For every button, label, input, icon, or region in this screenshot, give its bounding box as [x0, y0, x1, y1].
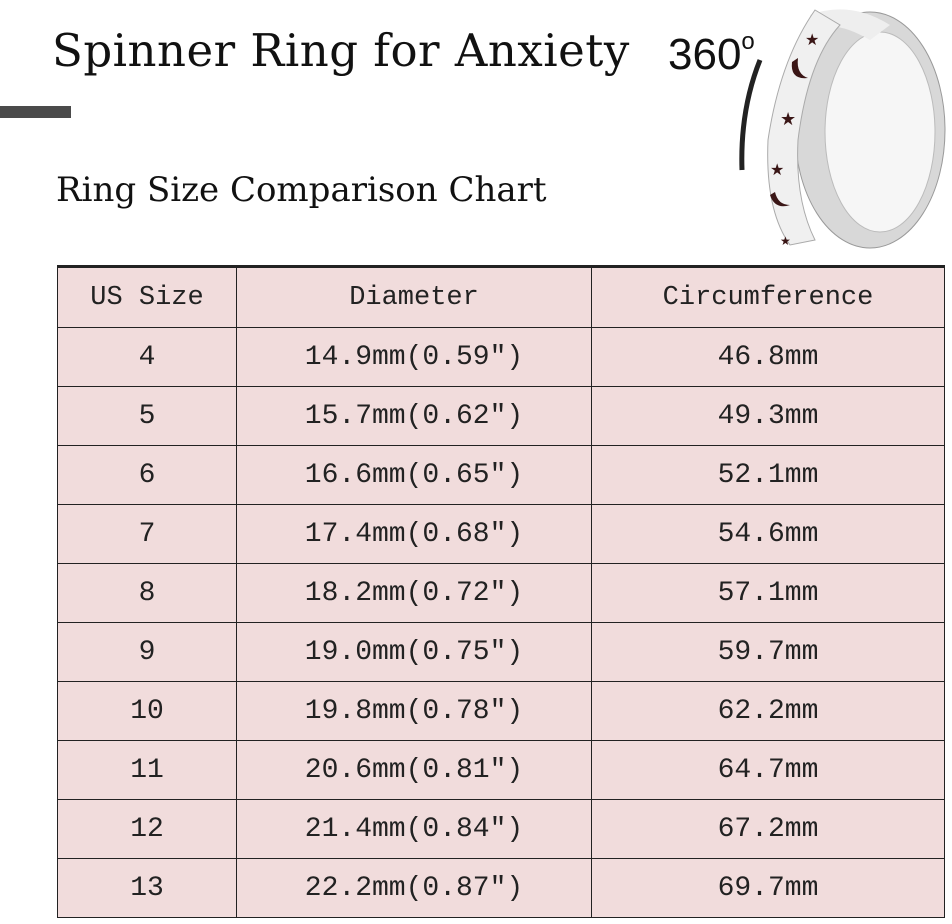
circumference-cell: 69.7mm — [591, 858, 945, 918]
us-size-cell: 5 — [57, 386, 237, 446]
circumference-cell: 59.7mm — [591, 622, 945, 682]
table-row: 9 19.0mm(0.75″) 59.7mm — [57, 622, 945, 682]
us-size-cell: 10 — [57, 681, 237, 741]
diameter-cell: 14.9mm(0.59″) — [236, 327, 592, 387]
header-us-size: US Size — [57, 266, 237, 328]
us-size-cell: 4 — [57, 327, 237, 387]
table-row: 11 20.6mm(0.81″) 64.7mm — [57, 740, 945, 800]
rotation-arrow-icon — [739, 59, 763, 171]
table-row: 7 17.4mm(0.68″) 54.6mm — [57, 504, 945, 564]
circumference-cell: 62.2mm — [591, 681, 945, 741]
header-circumference: Circumference — [591, 266, 945, 328]
us-size-cell: 7 — [57, 504, 237, 564]
diameter-cell: 21.4mm(0.84″) — [236, 799, 592, 859]
diameter-cell: 19.0mm(0.75″) — [236, 622, 592, 682]
diameter-cell: 16.6mm(0.65″) — [236, 445, 592, 505]
ring-size-table: US Size Diameter Circumference 4 14.9mm(0… — [57, 265, 945, 918]
chart-subtitle: Ring Size Comparison Chart — [56, 170, 547, 210]
us-size-cell: 8 — [57, 563, 237, 623]
table-row: 8 18.2mm(0.72″) 57.1mm — [57, 563, 945, 623]
ring-band — [767, 9, 841, 246]
circumference-cell: 54.6mm — [591, 504, 945, 564]
svg-text:★: ★ — [780, 109, 796, 130]
circumference-cell: 52.1mm — [591, 445, 945, 505]
us-size-cell: 11 — [57, 740, 237, 800]
us-size-cell: 9 — [57, 622, 237, 682]
rotation-label: 360o — [668, 28, 755, 80]
us-size-cell: 13 — [57, 858, 237, 918]
table-row: 5 15.7mm(0.62″) 49.3mm — [57, 386, 945, 446]
table-row: 10 19.8mm(0.78″) 62.2mm — [57, 681, 945, 741]
accent-bar — [0, 106, 71, 118]
table-row: 12 21.4mm(0.84″) 67.2mm — [57, 799, 945, 859]
star-moon-pattern: ★ ★ ★ ★ — [770, 30, 819, 248]
circumference-cell: 67.2mm — [591, 799, 945, 859]
us-size-cell: 6 — [57, 445, 237, 505]
table-row: 13 22.2mm(0.87″) 69.7mm — [57, 858, 945, 918]
degree-symbol: o — [741, 28, 755, 56]
diameter-cell: 17.4mm(0.68″) — [236, 504, 592, 564]
diameter-cell: 18.2mm(0.72″) — [236, 563, 592, 623]
svg-text:★: ★ — [780, 234, 791, 248]
svg-text:★: ★ — [805, 30, 819, 49]
circumference-cell: 57.1mm — [591, 563, 945, 623]
spinner-ring-image: ★ ★ ★ ★ — [739, 9, 946, 249]
diameter-cell: 15.7mm(0.62″) — [236, 386, 592, 446]
table-row: 4 14.9mm(0.59″) 46.8mm — [57, 327, 945, 387]
circumference-cell: 49.3mm — [591, 386, 945, 446]
diameter-cell: 22.2mm(0.87″) — [236, 858, 592, 918]
page-title: Spinner Ring for Anxiety — [52, 24, 630, 77]
circumference-cell: 46.8mm — [591, 327, 945, 387]
rotation-value: 360 — [668, 30, 742, 79]
header-diameter: Diameter — [236, 266, 592, 328]
us-size-cell: 12 — [57, 799, 237, 859]
table-header-row: US Size Diameter Circumference — [57, 266, 945, 328]
diameter-cell: 19.8mm(0.78″) — [236, 681, 592, 741]
svg-text:★: ★ — [770, 160, 784, 179]
table-row: 6 16.6mm(0.65″) 52.1mm — [57, 445, 945, 505]
diameter-cell: 20.6mm(0.81″) — [236, 740, 592, 800]
circumference-cell: 64.7mm — [591, 740, 945, 800]
